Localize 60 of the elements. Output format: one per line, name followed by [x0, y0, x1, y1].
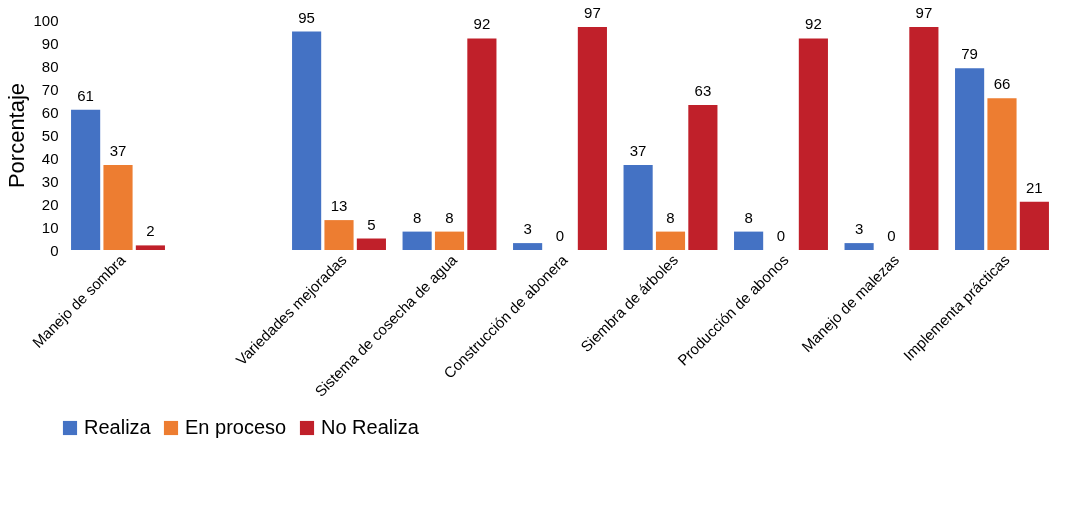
data-label: 66 — [993, 75, 1011, 93]
y-tick-label: 90 — [41, 34, 59, 52]
data-label: 8 — [445, 208, 454, 226]
y-tick-label: 100 — [33, 11, 59, 29]
data-label: 61 — [77, 86, 94, 104]
data-label: 3 — [854, 220, 864, 238]
y-tick-label: 20 — [41, 195, 59, 213]
bar — [324, 220, 354, 250]
data-label: 63 — [694, 82, 712, 100]
data-label: 92 — [805, 15, 822, 33]
bar — [402, 231, 432, 250]
y-tick-label: 80 — [41, 57, 59, 75]
y-tick-label: 30 — [41, 172, 59, 190]
legend-label: Realiza — [84, 416, 152, 438]
y-tick-label: 60 — [41, 103, 59, 121]
data-label: 95 — [298, 8, 315, 26]
bar — [955, 68, 985, 250]
bar — [103, 164, 133, 250]
y-tick-label: 40 — [41, 149, 59, 167]
bar — [909, 26, 939, 250]
bar — [513, 243, 543, 250]
data-label: 8 — [412, 208, 422, 226]
bar — [577, 26, 607, 250]
bar — [135, 245, 165, 250]
data-label: 8 — [744, 208, 753, 226]
bar — [71, 109, 101, 250]
bar — [467, 38, 497, 250]
y-tick-label: 70 — [41, 80, 59, 98]
data-label: 37 — [109, 141, 127, 159]
data-label: 97 — [915, 3, 933, 21]
bar — [844, 243, 874, 250]
bar — [798, 38, 828, 250]
bar — [623, 164, 653, 250]
data-label: 2 — [146, 222, 155, 240]
data-label: 0 — [776, 227, 786, 244]
bar — [987, 98, 1017, 250]
legend-label: En proceso — [185, 416, 287, 438]
legend-label: No Realiza — [321, 416, 420, 438]
data-label: 21 — [1026, 178, 1043, 196]
y-tick-label: 50 — [41, 126, 59, 144]
data-label: 5 — [367, 215, 376, 233]
bar — [655, 231, 686, 250]
bar — [434, 231, 465, 250]
data-label: 0 — [555, 227, 565, 244]
data-label: 13 — [330, 197, 348, 215]
y-tick-label: 0 — [50, 241, 59, 259]
data-label: 0 — [887, 227, 896, 244]
y-axis-title: Porcentaje — [4, 82, 30, 189]
data-label: 92 — [473, 15, 491, 33]
y-tick-label: 10 — [41, 218, 59, 236]
bar — [734, 231, 764, 250]
data-label: 3 — [523, 220, 532, 238]
data-label: 8 — [666, 208, 675, 226]
bar — [292, 31, 322, 250]
bar — [356, 238, 386, 250]
data-label: 37 — [629, 141, 647, 159]
data-label: 97 — [584, 3, 601, 21]
bar — [688, 105, 718, 250]
bar — [1019, 201, 1049, 250]
data-label: 79 — [961, 45, 978, 63]
